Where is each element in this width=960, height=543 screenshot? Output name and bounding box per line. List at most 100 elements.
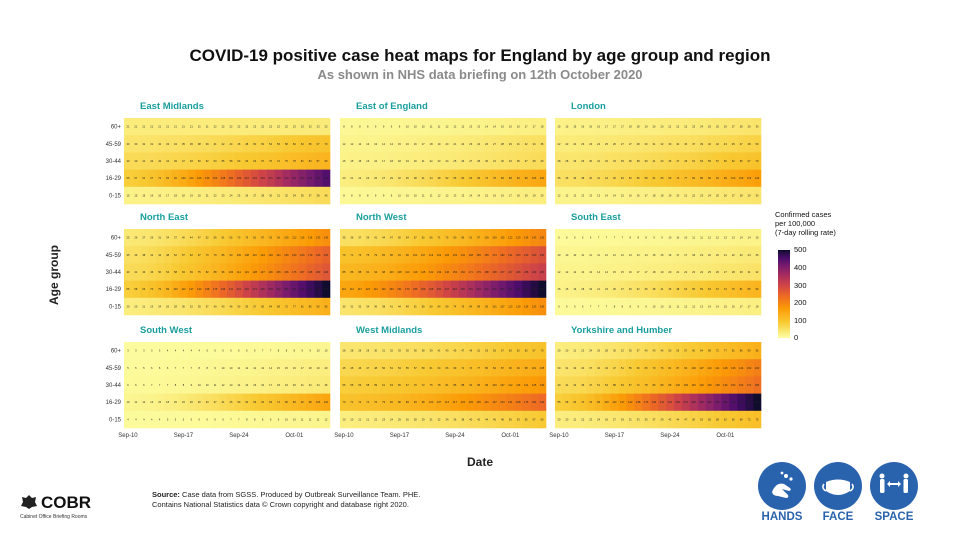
heatmap-cell (266, 169, 275, 188)
heatmap-cell (482, 393, 491, 412)
cell-value-label: 71 (350, 400, 353, 404)
heatmap-cell (187, 152, 196, 170)
heatmap-cell (681, 342, 690, 360)
heatmap-cell (219, 393, 228, 412)
heatmap-cell (689, 263, 698, 281)
heatmap-cell (266, 263, 275, 281)
heatmap-cell (642, 263, 651, 281)
heatmap-cell (443, 152, 452, 170)
heatmap-cell (347, 410, 357, 429)
heatmap-cell (506, 410, 515, 429)
heatmap-cell (363, 297, 372, 316)
cell-value-label: 5 (206, 349, 208, 353)
heatmap-cell (171, 359, 180, 377)
cell-value-label: 10 (653, 304, 656, 308)
heatmap-cell (171, 410, 180, 429)
heatmap-cell (298, 118, 307, 136)
heatmap-cell (340, 410, 349, 429)
heatmap-cell (139, 229, 149, 247)
heatmap-cell (594, 376, 603, 394)
heatmap-cell (713, 186, 722, 205)
heatmap-cell (586, 118, 595, 136)
heatmap-cell (298, 169, 307, 188)
heatmap-cell (395, 263, 404, 281)
heatmap-cell (282, 410, 291, 429)
panel-title: West Midlands (356, 325, 423, 336)
cell-value-label: 10 (668, 236, 671, 240)
heatmap-cell (306, 359, 315, 377)
heatmap-cell (458, 152, 468, 170)
heatmap-cell (570, 152, 580, 170)
heatmap-cell (673, 229, 683, 247)
cell-value-label: 17 (676, 253, 679, 257)
heatmap-cell (522, 376, 531, 394)
heatmap-cell (506, 229, 515, 247)
heatmap-cell (522, 359, 531, 377)
legend-title: Confirmed cases per 100,000 (7-day rolli… (775, 210, 836, 237)
cell-value-label: 12 (684, 304, 687, 308)
heatmap-cell (163, 263, 172, 281)
cell-value-label: 11 (692, 236, 695, 240)
cell-value-label: 392 (723, 400, 728, 404)
cell-value-label: 21 (597, 287, 600, 291)
heatmap-cell (443, 246, 452, 264)
heatmap-cell (234, 376, 244, 394)
heatmap-cell (737, 410, 746, 429)
cell-value-label: 171 (469, 270, 474, 274)
cell-value-label: 12 (453, 125, 456, 129)
heatmap-cell (355, 118, 365, 136)
heatmap-cell (594, 410, 603, 429)
heatmap-cell (443, 359, 452, 377)
heatmap-cell (203, 342, 212, 360)
cell-value-label: 6 (167, 366, 169, 370)
face-icon (814, 462, 862, 510)
cell-value-label: 5 (143, 366, 145, 370)
heatmap-cell (211, 376, 220, 394)
cell-value-label: 23 (700, 193, 703, 197)
heatmap-cell (242, 280, 252, 299)
heatmap-cell (234, 246, 244, 264)
heatmap-cell (227, 186, 236, 205)
cell-value-label: 9 (383, 193, 385, 197)
cell-value-label: 186 (413, 287, 418, 291)
cell-value-label: 55 (127, 287, 130, 291)
cell-value-label: 55 (406, 366, 409, 370)
cell-value-label: 12 (343, 142, 346, 146)
heatmap-cell (298, 152, 307, 170)
cell-value-label: 90 (509, 366, 512, 370)
cell-value-label: 28 (605, 349, 608, 353)
cell-value-label: 38 (581, 176, 584, 180)
heatmap-cell (745, 169, 754, 188)
cell-value-label: 28 (477, 159, 480, 163)
panel-title: East Midlands (140, 101, 204, 112)
heatmap-cell (578, 118, 587, 136)
heatmap-cell (242, 152, 252, 170)
cell-value-label: 50 (158, 270, 161, 274)
heatmap-cell (163, 152, 172, 170)
heatmap-cell (282, 186, 291, 205)
heatmap-cell (586, 135, 595, 153)
cell-value-label: 472 (316, 287, 321, 291)
cell-value-label: 32 (501, 159, 504, 163)
heatmap-cell (155, 229, 164, 247)
cell-value-label: 31 (158, 236, 161, 240)
heatmap-cell (147, 152, 156, 170)
heatmap-cell (242, 410, 252, 429)
cell-value-label: 63 (708, 287, 711, 291)
cell-value-label: 50 (237, 304, 240, 308)
cell-value-label: 10 (406, 193, 409, 197)
cell-value-label: 8 (199, 366, 201, 370)
cell-value-label: 216 (245, 176, 250, 180)
heatmap-cell (618, 118, 627, 136)
cell-value-label: 211 (660, 400, 665, 404)
cell-value-label: 21 (453, 142, 456, 146)
heatmap-cell (379, 263, 388, 281)
heatmap-cell (403, 359, 412, 377)
cell-value-label: 128 (723, 366, 728, 370)
cell-value-label: 51 (414, 304, 417, 308)
heatmap-cell (211, 246, 220, 264)
cell-value-label: 81 (301, 159, 304, 163)
heatmap-cell (411, 393, 420, 412)
cell-value-label: 124 (260, 253, 265, 257)
heatmap-cell (155, 342, 164, 360)
